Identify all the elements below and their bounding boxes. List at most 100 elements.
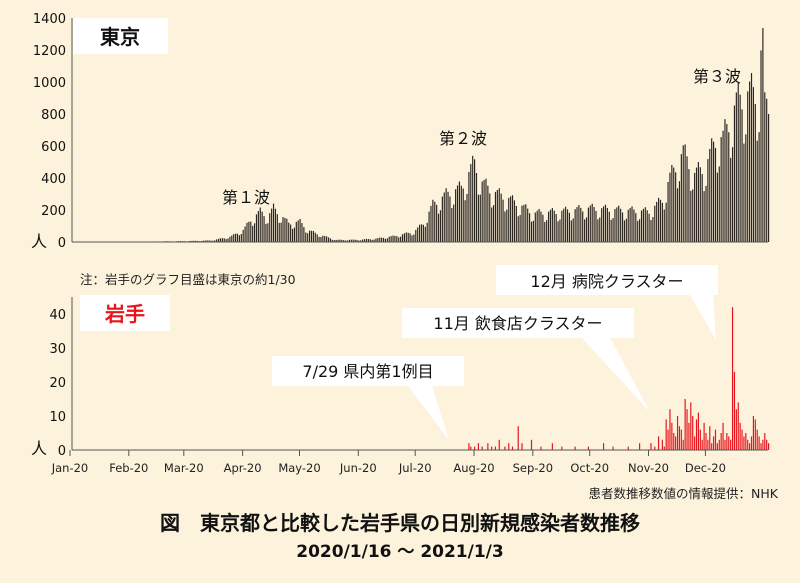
iwate-bar bbox=[540, 446, 542, 450]
tokyo-bar bbox=[650, 220, 652, 242]
iwate-bar bbox=[712, 436, 715, 450]
iwate-bar bbox=[705, 433, 707, 450]
tokyo-bar bbox=[375, 238, 377, 242]
tokyo-bar bbox=[362, 239, 364, 242]
callout-first-case: 7/29 県内第1例目 bbox=[272, 356, 464, 440]
tokyo-bar bbox=[523, 204, 525, 242]
tokyo-bar bbox=[388, 236, 390, 242]
iwate-bar bbox=[731, 307, 734, 450]
tokyo-bar bbox=[718, 166, 720, 242]
iwate-bar bbox=[671, 422, 673, 450]
tokyo-bar bbox=[517, 216, 519, 242]
tokyo-bar bbox=[591, 203, 593, 242]
tokyo-bar bbox=[707, 159, 709, 242]
tokyo-bar bbox=[747, 91, 749, 242]
tokyo-bar bbox=[371, 239, 373, 242]
tokyo-bar bbox=[756, 140, 758, 242]
iwate-bar bbox=[491, 446, 493, 450]
tokyo-bar bbox=[403, 233, 406, 242]
iwate-bar bbox=[760, 443, 762, 450]
tokyo-bar bbox=[527, 208, 529, 242]
iwate-bar bbox=[766, 439, 768, 450]
tokyo-bar bbox=[618, 205, 620, 242]
tokyo-bar bbox=[267, 223, 269, 242]
iwate-ytick-label: 20 bbox=[49, 376, 66, 391]
tokyo-bar bbox=[365, 238, 368, 242]
tokyo-bar bbox=[646, 210, 648, 242]
tokyo-bar bbox=[724, 119, 726, 242]
tokyo-bar bbox=[278, 222, 280, 242]
tokyo-bar bbox=[426, 222, 428, 242]
tokyo-bar bbox=[711, 138, 713, 242]
tokyo-bar bbox=[339, 239, 341, 242]
tokyo-ytick-label: 0 bbox=[58, 236, 66, 251]
iwate-bar bbox=[639, 443, 641, 450]
tokyo-bar bbox=[595, 210, 597, 242]
iwate-ytick-label: 10 bbox=[49, 410, 66, 425]
x-tick-label: Jun-20 bbox=[339, 461, 377, 475]
tokyo-bar bbox=[437, 213, 440, 242]
tokyo-bar bbox=[326, 236, 328, 242]
tokyo-bar bbox=[686, 156, 688, 242]
iwate-bar bbox=[676, 416, 679, 450]
tokyo-bar bbox=[272, 203, 275, 242]
tokyo-bar bbox=[620, 208, 622, 242]
tokyo-bar bbox=[574, 209, 576, 242]
tokyo-bar bbox=[202, 240, 204, 242]
tokyo-bar bbox=[489, 193, 491, 242]
iwate-bar bbox=[768, 443, 770, 450]
tokyo-bar bbox=[396, 236, 398, 242]
iwate-bar bbox=[730, 439, 732, 450]
tokyo-bar bbox=[235, 233, 237, 242]
iwate-bar bbox=[587, 446, 589, 450]
tokyo-ytick-label: 1200 bbox=[33, 44, 66, 59]
tokyo-bar bbox=[447, 191, 449, 242]
tokyo-bar bbox=[768, 114, 770, 242]
tokyo-bars bbox=[138, 28, 770, 243]
tokyo-bar bbox=[358, 240, 360, 242]
x-tick-label: Jul-20 bbox=[398, 461, 432, 475]
tokyo-bar bbox=[728, 132, 730, 242]
tokyo-bar bbox=[521, 205, 523, 242]
iwate-bar bbox=[690, 402, 692, 450]
tokyo-bar bbox=[580, 207, 582, 242]
tokyo-bar bbox=[451, 208, 453, 242]
tokyo-bar bbox=[633, 209, 635, 242]
tokyo-bar bbox=[587, 207, 589, 242]
tokyo-bar bbox=[291, 228, 294, 242]
iwate-bar bbox=[481, 446, 483, 450]
tokyo-bar bbox=[500, 193, 502, 242]
x-tick-label: Aug-20 bbox=[453, 461, 494, 475]
tokyo-bar bbox=[705, 185, 707, 242]
tokyo-bar bbox=[460, 185, 462, 242]
iwate-bar bbox=[667, 429, 669, 450]
tokyo-bar bbox=[487, 185, 489, 242]
tokyo-bar bbox=[538, 208, 540, 242]
iwate-bar bbox=[707, 439, 709, 450]
tokyo-bar bbox=[640, 210, 643, 242]
tokyo-y-unit: 人 bbox=[31, 232, 47, 251]
chart-subtitle: 2020/1/16 〜 2021/1/3 bbox=[296, 542, 503, 562]
tokyo-bar bbox=[280, 222, 282, 242]
tokyo-bar bbox=[417, 227, 419, 242]
iwate-bar bbox=[574, 446, 576, 450]
tokyo-bar bbox=[508, 197, 510, 242]
tokyo-bar bbox=[345, 240, 347, 242]
tokyo-bar bbox=[472, 155, 474, 242]
tokyo-bar bbox=[271, 208, 273, 242]
tokyo-bar bbox=[754, 104, 756, 243]
tokyo-bar bbox=[601, 208, 603, 242]
tokyo-bar bbox=[386, 238, 388, 242]
tokyo-bar bbox=[663, 209, 665, 242]
wave1-label: 第１波 bbox=[222, 188, 270, 207]
iwate-bar bbox=[733, 371, 736, 450]
tokyo-bar bbox=[542, 214, 544, 242]
tokyo-bar bbox=[252, 225, 254, 242]
iwate-ytick-label: 30 bbox=[49, 342, 66, 357]
tokyo-bar bbox=[456, 185, 459, 242]
tokyo-bar bbox=[629, 208, 631, 242]
tokyo-bar bbox=[411, 235, 413, 242]
tokyo-bar bbox=[680, 154, 682, 242]
tokyo-bar bbox=[312, 231, 314, 242]
iwate-bar bbox=[701, 439, 703, 450]
